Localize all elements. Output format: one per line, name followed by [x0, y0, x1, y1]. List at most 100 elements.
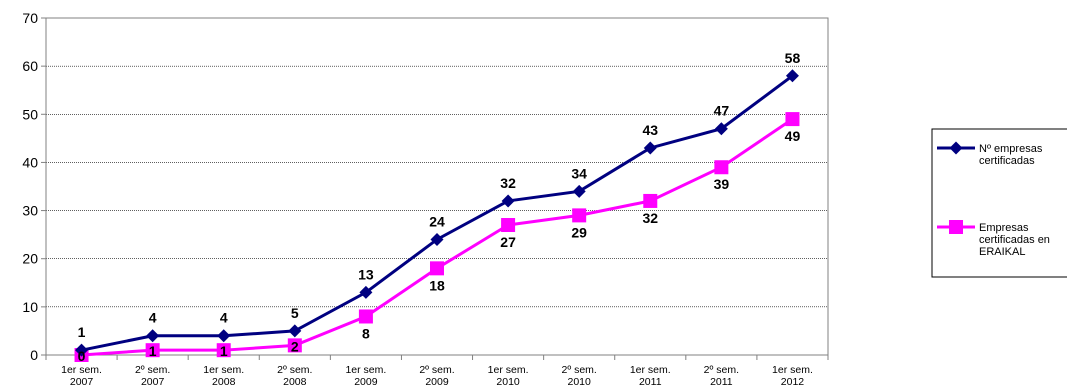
series-2-data-label: 18 — [429, 277, 445, 293]
series-2-point — [287, 338, 302, 353]
x-tick-label: 2º sem. 2009 — [419, 364, 454, 388]
x-tick-label-line: 1er sem. — [61, 364, 102, 376]
x-tick-label-line: 2009 — [425, 376, 449, 388]
x-tick-label-line: 2º sem. — [419, 364, 454, 376]
series-1-data-label: 58 — [785, 50, 801, 66]
y-tick-label: 10 — [22, 299, 38, 315]
series-2-data-label: 2 — [291, 338, 299, 354]
y-tick-label: 70 — [22, 10, 38, 26]
series-1-data-label: 24 — [429, 213, 445, 229]
series-2-point — [216, 343, 231, 358]
legend-marker-1 — [949, 141, 963, 155]
legend-label-line: certificadas — [979, 155, 1035, 167]
series-1-data-label: 13 — [358, 266, 374, 282]
legend-label-line: ERAIKAL — [979, 246, 1025, 258]
series-2-data-label: 39 — [714, 176, 730, 192]
plot-frame — [45, 17, 829, 356]
x-tick-label-line: 2007 — [141, 376, 165, 388]
series-group — [74, 69, 800, 362]
series-2-data-label: 49 — [785, 128, 801, 144]
series-2-data-label: 8 — [362, 325, 370, 341]
x-tick-label-line: 2012 — [781, 376, 805, 388]
legend-label-line: Empresas — [979, 222, 1029, 234]
x-tick-label-line: 1er sem. — [203, 364, 244, 376]
x-tick-label-line: 2008 — [283, 376, 307, 388]
x-tick-label-line: 2º sem. — [277, 364, 312, 376]
series-2-point — [430, 261, 444, 276]
series-1-point — [643, 141, 657, 155]
legend-label-2: Empresas certificadas en ERAIKAL — [979, 222, 1050, 258]
series-2-data-label: 0 — [78, 348, 86, 364]
x-tick-label-line: 2009 — [354, 376, 378, 388]
series-2-data-label: 1 — [149, 343, 157, 359]
legend-marker-2 — [949, 220, 963, 234]
series-1-data-label: 43 — [642, 122, 658, 138]
x-tick-label-line: 2008 — [212, 376, 236, 388]
x-tick-label: 2º sem. 2011 — [704, 364, 739, 388]
series-2-point — [358, 309, 373, 324]
x-tick-label: 2º sem. 2008 — [277, 364, 312, 388]
y-axis: 0 10 20 30 40 50 60 70 — [22, 10, 47, 363]
series-2-point — [145, 343, 160, 358]
series-1-data-label: 47 — [714, 103, 730, 119]
x-tick-label-line: 1er sem. — [630, 364, 671, 376]
series-2-data-label: 29 — [571, 224, 587, 240]
x-tick-label: 1er sem. 2007 — [61, 364, 102, 388]
x-tick-label-line: 2º sem. — [562, 364, 597, 376]
series-1-data-label: 4 — [220, 310, 228, 326]
series-1-point — [146, 329, 160, 343]
gridlines — [46, 65, 828, 308]
series-1-point — [288, 324, 302, 338]
series-2-point — [643, 193, 658, 208]
y-tick-label: 60 — [22, 58, 38, 74]
x-tick-label: 2º sem. 2010 — [562, 364, 597, 388]
x-tick-label-line: 2010 — [568, 376, 592, 388]
y-tick-label: 40 — [22, 154, 38, 170]
series-1-point — [217, 329, 231, 343]
series-1-data-label: 4 — [149, 310, 157, 326]
x-tick-label-line: 1er sem. — [772, 364, 813, 376]
series-2-data-label: 1 — [220, 343, 228, 359]
legend-box — [931, 128, 1067, 278]
series-1-point — [714, 122, 728, 136]
series-2-data-label: 32 — [642, 210, 658, 226]
x-tick-label: 1er sem. 2009 — [345, 364, 386, 388]
x-tick-label: 1er sem. 2012 — [772, 364, 813, 388]
x-tick-label-line: 1er sem. — [345, 364, 386, 376]
legend-label-line: Nº empresas — [979, 143, 1043, 155]
x-tick-label: 2º sem. 2007 — [135, 364, 170, 388]
x-tick-label-line: 2º sem. — [135, 364, 170, 376]
x-tick-label-line: 1er sem. — [488, 364, 529, 376]
series-1-point — [501, 194, 515, 208]
series-1-data-label: 5 — [291, 305, 299, 321]
x-tick-label-line: 2007 — [70, 376, 94, 388]
series-1-point — [359, 285, 373, 299]
legend-label-line: certificadas en — [979, 234, 1050, 246]
y-tick-label: 20 — [22, 251, 38, 267]
x-tick-label-line: 2011 — [710, 376, 733, 388]
series-2-data-label: 27 — [500, 234, 516, 250]
series-1-point — [430, 232, 444, 246]
x-tick-label-line: 2011 — [639, 376, 662, 388]
x-tick-label: 1er sem. 2008 — [203, 364, 244, 388]
x-tick-label-line: 2010 — [496, 376, 520, 388]
y-tick-label: 30 — [22, 203, 38, 219]
series-1-data-label: 34 — [571, 165, 587, 181]
series-1-point — [785, 69, 799, 83]
series-1-data-label: 1 — [78, 324, 86, 340]
y-tick-label: 0 — [30, 347, 38, 363]
series-1-data-label: 32 — [500, 175, 516, 191]
series-1-point — [75, 343, 89, 357]
series-2-point — [714, 160, 729, 175]
legend-label-1: Nº empresas certificadas — [979, 143, 1043, 167]
x-tick-label: 1er sem. 2010 — [488, 364, 529, 388]
series-1-point — [572, 184, 586, 198]
y-tick-label: 50 — [22, 106, 38, 122]
data-labels: 1 4 4 5 13 24 32 34 43 47 58 0 1 1 2 8 18 27 29 32 39 49 — [78, 50, 801, 364]
series-2-point — [501, 218, 516, 233]
series-2-point — [572, 208, 587, 223]
x-tick-label-line: 2º sem. — [704, 364, 739, 376]
